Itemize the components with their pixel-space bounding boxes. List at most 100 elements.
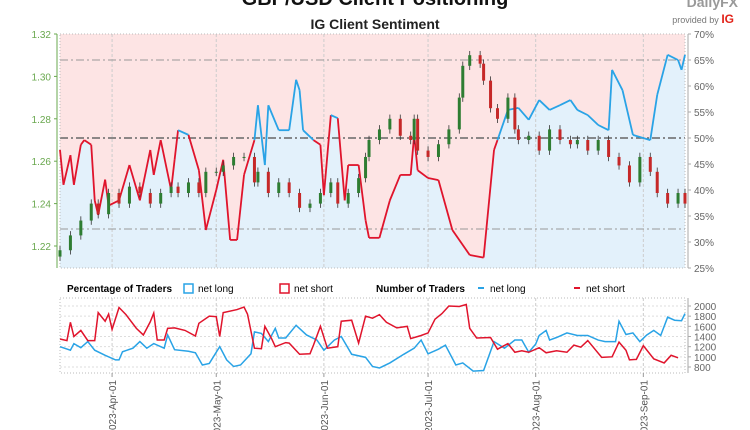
- price-candle: [377, 129, 381, 140]
- net-long-pct-segment: [295, 79, 301, 91]
- price-candle: [159, 193, 163, 204]
- net-long-pct-segment: [364, 219, 370, 239]
- price-candle: [89, 203, 93, 221]
- net-long-pct-segment: [621, 89, 634, 136]
- net-long-pct-segment: [569, 99, 579, 111]
- price-candle: [648, 156, 652, 172]
- price-candle: [468, 55, 472, 66]
- net-long-pct-segment: [549, 104, 561, 111]
- net-long-pct-segment: [243, 139, 256, 176]
- legend-num-long: net long: [490, 284, 526, 295]
- price-candle: [364, 156, 368, 179]
- price-candle: [409, 135, 413, 140]
- price-candle: [266, 171, 270, 193]
- left-axis-label: 1.28: [32, 115, 52, 126]
- net-long-pct-segment: [677, 59, 683, 71]
- net-long-pct-segment: [378, 200, 391, 239]
- legend-num-short: net short: [586, 284, 625, 295]
- price-candle: [329, 182, 333, 193]
- price-candle: [79, 220, 83, 236]
- plot-border: [59, 33, 686, 269]
- price-candle: [169, 186, 173, 193]
- left-axis-label: 1.26: [32, 157, 52, 168]
- price-candle: [513, 97, 517, 130]
- price-candle: [308, 203, 312, 208]
- chart-subtitle: IG Client Sentiment: [310, 16, 440, 32]
- right-axis-label: 800: [694, 363, 711, 374]
- right-axis-label: 40%: [694, 186, 714, 197]
- net-long-pct-segment: [312, 139, 321, 146]
- price-candle: [478, 55, 482, 64]
- price-candle: [666, 193, 670, 204]
- price-candle: [683, 193, 687, 204]
- price-candle: [655, 171, 659, 193]
- price-candle: [214, 171, 218, 173]
- price-candle: [537, 135, 541, 151]
- price-candle: [496, 108, 499, 119]
- right-axis-label: 25%: [694, 264, 714, 275]
- net-long-pct-segment: [451, 229, 471, 256]
- price-candle: [627, 165, 631, 183]
- price-candle: [287, 182, 291, 193]
- dailyfx-logo: DailyFX: [686, 0, 738, 10]
- net-long-pct-segment: [319, 144, 325, 196]
- net-long-pct-segment: [559, 99, 571, 107]
- price-candle: [447, 129, 451, 145]
- net-long-pct-segment: [597, 124, 610, 132]
- price-candle: [357, 178, 361, 193]
- price-candle: [489, 80, 493, 109]
- net-long-pct-segment: [482, 149, 495, 258]
- price-candle: [367, 140, 371, 157]
- price-candle: [68, 235, 72, 251]
- price-candle: [527, 135, 531, 140]
- net-long-pct-segment: [253, 105, 259, 141]
- right-axis-label: 70%: [694, 30, 714, 41]
- net-long-pct-segment: [59, 149, 65, 185]
- net-long-pct-segment: [357, 164, 367, 221]
- net-long-pct-segment: [389, 174, 402, 201]
- legend-pct-long-swatch: [183, 283, 194, 294]
- net-long-pct-segment: [118, 164, 131, 201]
- net-long-pct-segment: [159, 139, 172, 191]
- provided-by: provided by IG: [672, 12, 734, 26]
- net-long-pct-segment: [656, 54, 669, 96]
- net-long-pct-segment: [177, 129, 189, 136]
- price-candle: [558, 129, 562, 140]
- net-long-pct-segment: [173, 130, 179, 160]
- net-long-pct-segment: [187, 134, 200, 171]
- net-long-pct-segment: [267, 104, 280, 131]
- net-long-pct-segment: [336, 118, 346, 201]
- net-long-pct-segment: [611, 69, 624, 91]
- x-axis-label: 2023-Sep-01: [639, 380, 650, 430]
- right-axis-label: 2000: [694, 302, 717, 313]
- net-long-pct-segment: [298, 90, 304, 131]
- price-candle: [575, 140, 579, 145]
- net-long-pct-segment: [236, 174, 245, 241]
- price-candle: [506, 97, 510, 119]
- price-candle: [482, 63, 486, 81]
- right-axis-label: 55%: [694, 108, 714, 119]
- net-long-pct-segment: [263, 105, 270, 166]
- price-candle: [58, 250, 62, 257]
- right-axis-label: 1200: [694, 343, 717, 354]
- right-axis-label: 60%: [694, 82, 714, 93]
- price-candle: [148, 193, 152, 204]
- net-long-pct-segment: [80, 139, 86, 146]
- net-long-pct-segment: [667, 53, 679, 61]
- left-axis-label: 1.22: [32, 242, 52, 253]
- net-long-pct-segment: [257, 105, 266, 166]
- net-long-pct-segment: [322, 115, 332, 196]
- price-candle: [107, 193, 111, 215]
- price-candle: [204, 171, 208, 193]
- right-axis-label: 1400: [694, 333, 717, 344]
- price-candle: [186, 182, 190, 193]
- price-candle: [617, 156, 621, 166]
- price-candle: [298, 193, 302, 208]
- price-candle: [242, 156, 246, 158]
- price-candle: [398, 118, 402, 136]
- price-candle: [461, 65, 465, 98]
- net-long-pct-segment: [413, 134, 419, 171]
- price-candle: [336, 182, 340, 204]
